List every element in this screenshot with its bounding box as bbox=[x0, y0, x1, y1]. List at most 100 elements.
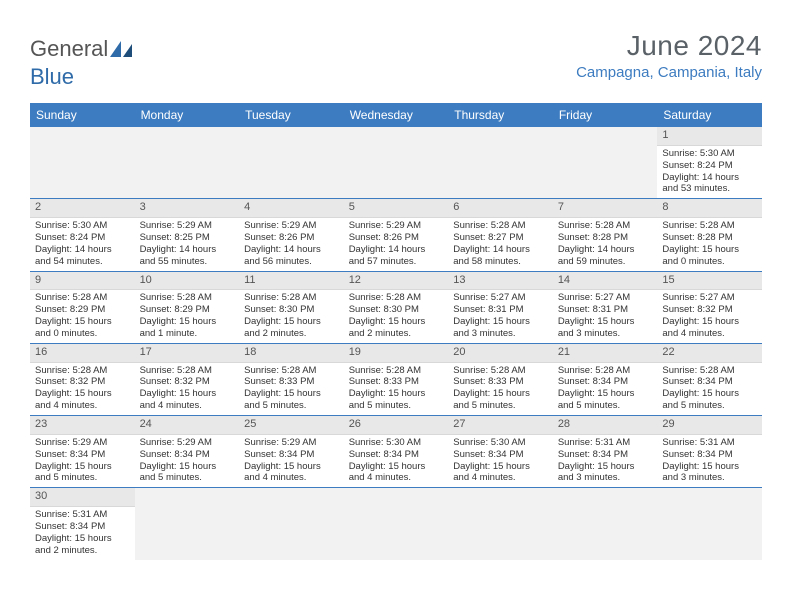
daylight-line: Daylight: 15 hours and 3 minutes. bbox=[558, 461, 653, 485]
calendar-table: Sunday Monday Tuesday Wednesday Thursday… bbox=[30, 103, 762, 560]
sunrise-line: Sunrise: 5:28 AM bbox=[244, 292, 339, 304]
day-data: Sunrise: 5:28 AMSunset: 8:30 PMDaylight:… bbox=[239, 290, 344, 343]
daylight-line: Daylight: 15 hours and 3 minutes. bbox=[662, 461, 757, 485]
sunrise-line: Sunrise: 5:31 AM bbox=[35, 509, 130, 521]
day-number: 19 bbox=[344, 344, 449, 363]
calendar-cell: 5Sunrise: 5:29 AMSunset: 8:26 PMDaylight… bbox=[344, 199, 449, 271]
daylight-line: Daylight: 15 hours and 5 minutes. bbox=[453, 388, 548, 412]
day-number: 20 bbox=[448, 344, 553, 363]
calendar-cell bbox=[553, 127, 658, 199]
sunrise-line: Sunrise: 5:28 AM bbox=[349, 365, 444, 377]
calendar-cell bbox=[657, 488, 762, 560]
day-number: 24 bbox=[135, 416, 240, 435]
sunset-line: Sunset: 8:34 PM bbox=[244, 449, 339, 461]
daylight-line: Daylight: 15 hours and 3 minutes. bbox=[558, 316, 653, 340]
daylight-line: Daylight: 14 hours and 59 minutes. bbox=[558, 244, 653, 268]
sunset-line: Sunset: 8:34 PM bbox=[662, 449, 757, 461]
calendar-cell: 8Sunrise: 5:28 AMSunset: 8:28 PMDaylight… bbox=[657, 199, 762, 271]
day-data: Sunrise: 5:28 AMSunset: 8:33 PMDaylight:… bbox=[448, 363, 553, 416]
title-block: June 2024 Campagna, Campania, Italy bbox=[576, 30, 762, 81]
day-number: 4 bbox=[239, 199, 344, 218]
sunrise-line: Sunrise: 5:29 AM bbox=[140, 437, 235, 449]
sunset-line: Sunset: 8:29 PM bbox=[140, 304, 235, 316]
day-number: 14 bbox=[553, 272, 658, 291]
calendar-cell bbox=[344, 488, 449, 560]
daylight-line: Daylight: 15 hours and 0 minutes. bbox=[35, 316, 130, 340]
sunrise-line: Sunrise: 5:28 AM bbox=[558, 365, 653, 377]
day-data: Sunrise: 5:30 AMSunset: 8:34 PMDaylight:… bbox=[448, 435, 553, 488]
sunset-line: Sunset: 8:32 PM bbox=[140, 376, 235, 388]
sunrise-line: Sunrise: 5:28 AM bbox=[349, 292, 444, 304]
calendar-cell bbox=[135, 127, 240, 199]
day-data: Sunrise: 5:31 AMSunset: 8:34 PMDaylight:… bbox=[657, 435, 762, 488]
calendar-cell bbox=[239, 127, 344, 199]
day-number: 2 bbox=[30, 199, 135, 218]
sunrise-line: Sunrise: 5:27 AM bbox=[558, 292, 653, 304]
daylight-line: Daylight: 14 hours and 56 minutes. bbox=[244, 244, 339, 268]
calendar-cell: 2Sunrise: 5:30 AMSunset: 8:24 PMDaylight… bbox=[30, 199, 135, 271]
calendar-row: 9Sunrise: 5:28 AMSunset: 8:29 PMDaylight… bbox=[30, 271, 762, 343]
calendar-cell: 20Sunrise: 5:28 AMSunset: 8:33 PMDayligh… bbox=[448, 343, 553, 415]
day-data: Sunrise: 5:28 AMSunset: 8:32 PMDaylight:… bbox=[135, 363, 240, 416]
sunset-line: Sunset: 8:34 PM bbox=[35, 449, 130, 461]
daylight-line: Daylight: 15 hours and 2 minutes. bbox=[244, 316, 339, 340]
daylight-line: Daylight: 15 hours and 2 minutes. bbox=[35, 533, 130, 557]
sunrise-line: Sunrise: 5:29 AM bbox=[244, 220, 339, 232]
daylight-line: Daylight: 15 hours and 4 minutes. bbox=[244, 461, 339, 485]
sunrise-line: Sunrise: 5:30 AM bbox=[662, 148, 757, 160]
daylight-line: Daylight: 15 hours and 5 minutes. bbox=[558, 388, 653, 412]
sunrise-line: Sunrise: 5:29 AM bbox=[244, 437, 339, 449]
day-data: Sunrise: 5:28 AMSunset: 8:33 PMDaylight:… bbox=[344, 363, 449, 416]
calendar-cell: 21Sunrise: 5:28 AMSunset: 8:34 PMDayligh… bbox=[553, 343, 658, 415]
calendar-row: 30Sunrise: 5:31 AMSunset: 8:34 PMDayligh… bbox=[30, 488, 762, 560]
sunset-line: Sunset: 8:30 PM bbox=[349, 304, 444, 316]
weekday-header: Monday bbox=[135, 103, 240, 127]
sunset-line: Sunset: 8:34 PM bbox=[558, 449, 653, 461]
calendar-cell bbox=[344, 127, 449, 199]
logo: General bbox=[30, 36, 134, 62]
calendar-cell: 16Sunrise: 5:28 AMSunset: 8:32 PMDayligh… bbox=[30, 343, 135, 415]
location: Campagna, Campania, Italy bbox=[576, 64, 762, 81]
calendar-cell: 6Sunrise: 5:28 AMSunset: 8:27 PMDaylight… bbox=[448, 199, 553, 271]
day-data: Sunrise: 5:28 AMSunset: 8:30 PMDaylight:… bbox=[344, 290, 449, 343]
day-data: Sunrise: 5:28 AMSunset: 8:32 PMDaylight:… bbox=[30, 363, 135, 416]
calendar-cell: 1Sunrise: 5:30 AMSunset: 8:24 PMDaylight… bbox=[657, 127, 762, 199]
sunrise-line: Sunrise: 5:29 AM bbox=[349, 220, 444, 232]
sunrise-line: Sunrise: 5:31 AM bbox=[662, 437, 757, 449]
calendar-row: 2Sunrise: 5:30 AMSunset: 8:24 PMDaylight… bbox=[30, 199, 762, 271]
sunrise-line: Sunrise: 5:27 AM bbox=[662, 292, 757, 304]
sunrise-line: Sunrise: 5:28 AM bbox=[453, 365, 548, 377]
calendar-cell bbox=[239, 488, 344, 560]
sunrise-line: Sunrise: 5:29 AM bbox=[140, 220, 235, 232]
calendar-cell bbox=[553, 488, 658, 560]
sunset-line: Sunset: 8:31 PM bbox=[453, 304, 548, 316]
sunset-line: Sunset: 8:26 PM bbox=[349, 232, 444, 244]
day-number: 25 bbox=[239, 416, 344, 435]
day-data: Sunrise: 5:29 AMSunset: 8:34 PMDaylight:… bbox=[239, 435, 344, 488]
day-number: 8 bbox=[657, 199, 762, 218]
sunset-line: Sunset: 8:29 PM bbox=[35, 304, 130, 316]
day-data: Sunrise: 5:29 AMSunset: 8:25 PMDaylight:… bbox=[135, 218, 240, 271]
calendar-cell: 11Sunrise: 5:28 AMSunset: 8:30 PMDayligh… bbox=[239, 271, 344, 343]
day-number: 15 bbox=[657, 272, 762, 291]
sunset-line: Sunset: 8:32 PM bbox=[662, 304, 757, 316]
calendar-cell: 15Sunrise: 5:27 AMSunset: 8:32 PMDayligh… bbox=[657, 271, 762, 343]
sunset-line: Sunset: 8:34 PM bbox=[453, 449, 548, 461]
day-data: Sunrise: 5:30 AMSunset: 8:24 PMDaylight:… bbox=[30, 218, 135, 271]
day-number: 12 bbox=[344, 272, 449, 291]
day-data: Sunrise: 5:28 AMSunset: 8:34 PMDaylight:… bbox=[553, 363, 658, 416]
weekday-header-row: Sunday Monday Tuesday Wednesday Thursday… bbox=[30, 103, 762, 127]
sunrise-line: Sunrise: 5:30 AM bbox=[349, 437, 444, 449]
calendar-cell: 19Sunrise: 5:28 AMSunset: 8:33 PMDayligh… bbox=[344, 343, 449, 415]
day-number: 11 bbox=[239, 272, 344, 291]
logo-text-general: General bbox=[30, 36, 108, 62]
calendar-row: 23Sunrise: 5:29 AMSunset: 8:34 PMDayligh… bbox=[30, 416, 762, 488]
daylight-line: Daylight: 15 hours and 5 minutes. bbox=[662, 388, 757, 412]
sunrise-line: Sunrise: 5:28 AM bbox=[140, 292, 235, 304]
logo-text-blue: Blue bbox=[30, 64, 74, 90]
day-number: 26 bbox=[344, 416, 449, 435]
sunset-line: Sunset: 8:25 PM bbox=[140, 232, 235, 244]
sunrise-line: Sunrise: 5:28 AM bbox=[662, 365, 757, 377]
sunset-line: Sunset: 8:24 PM bbox=[35, 232, 130, 244]
calendar-cell: 10Sunrise: 5:28 AMSunset: 8:29 PMDayligh… bbox=[135, 271, 240, 343]
